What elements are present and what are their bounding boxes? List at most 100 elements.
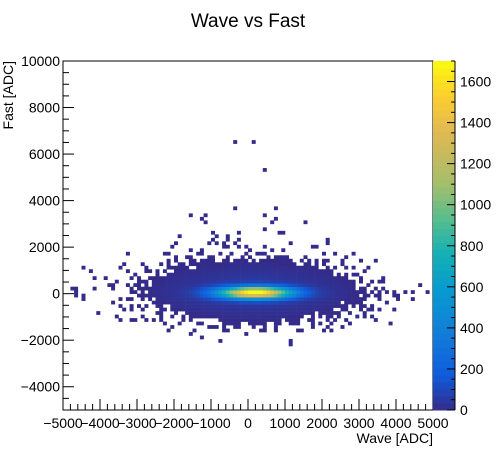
heatmap-cell bbox=[225, 283, 230, 287]
colorbar-band bbox=[433, 256, 455, 264]
heatmap-cell bbox=[325, 297, 330, 301]
heatmap-cell bbox=[177, 297, 182, 301]
heatmap-cell bbox=[70, 286, 75, 291]
heatmap-cell bbox=[259, 283, 264, 287]
heatmap-cell bbox=[225, 272, 230, 277]
heatmap-cell bbox=[244, 276, 249, 281]
heatmap-cell bbox=[166, 300, 171, 305]
heatmap-cell bbox=[140, 262, 145, 267]
heatmap-cell bbox=[162, 251, 167, 256]
heatmap-cell bbox=[270, 262, 275, 267]
heatmap-cell bbox=[262, 213, 267, 218]
heatmap-cell bbox=[314, 300, 319, 305]
heatmap-cell bbox=[322, 279, 326, 284]
colorbar-band bbox=[433, 200, 455, 209]
heatmap-cell bbox=[388, 321, 393, 326]
heatmap-cell bbox=[292, 300, 297, 305]
heatmap-cell bbox=[362, 297, 367, 301]
heatmap-cell bbox=[137, 283, 141, 287]
heatmap-cell bbox=[292, 318, 297, 322]
heatmap-cell bbox=[218, 293, 223, 298]
heatmap-cell bbox=[218, 311, 223, 315]
heatmap-cell bbox=[370, 314, 375, 319]
heatmap-cell bbox=[296, 272, 301, 277]
heatmap-cell bbox=[111, 283, 116, 287]
heatmap-cell bbox=[192, 286, 197, 291]
colorbar-tick-label: 800 bbox=[460, 238, 484, 254]
heatmap-cell bbox=[177, 279, 182, 284]
heatmap-cell bbox=[170, 279, 175, 284]
heatmap-cell bbox=[362, 311, 367, 315]
heatmap-cell bbox=[270, 248, 275, 253]
heatmap-cell bbox=[196, 262, 201, 267]
heatmap-cell bbox=[222, 290, 227, 294]
heatmap-cell bbox=[240, 255, 245, 260]
heatmap-cell bbox=[188, 304, 193, 308]
colorbar-band bbox=[433, 228, 455, 236]
heatmap-cell bbox=[251, 311, 256, 315]
heatmap-cell bbox=[262, 168, 267, 172]
heatmap-cell bbox=[222, 279, 227, 284]
heatmap-cell bbox=[240, 279, 245, 284]
heatmap-cell bbox=[196, 283, 201, 287]
heatmap-cell bbox=[211, 304, 215, 308]
heatmap-cell bbox=[225, 258, 230, 263]
heatmap-cell bbox=[262, 286, 267, 291]
heatmap-cell bbox=[292, 286, 297, 291]
heatmap-cell bbox=[214, 325, 219, 329]
colorbar-band bbox=[433, 361, 455, 369]
heatmap-cell bbox=[196, 286, 201, 291]
heatmap-cell bbox=[170, 300, 175, 305]
heatmap-cell bbox=[340, 276, 345, 281]
heatmap-cell bbox=[214, 234, 219, 239]
heatmap-cell bbox=[177, 283, 182, 287]
heatmap-cell bbox=[310, 293, 315, 298]
heatmap-cell bbox=[218, 262, 223, 267]
heatmap-cell bbox=[307, 297, 312, 301]
heatmap-cell bbox=[192, 304, 197, 308]
heatmap-cell bbox=[303, 290, 308, 294]
heatmap-cell bbox=[273, 314, 278, 319]
colorbar-band bbox=[433, 298, 455, 306]
heatmap-cell bbox=[366, 307, 371, 312]
heatmap-cell bbox=[262, 321, 267, 326]
heatmap-cell bbox=[203, 258, 208, 263]
heatmap-cell bbox=[244, 332, 249, 336]
heatmap-cell bbox=[81, 265, 86, 270]
heatmap-cell bbox=[262, 311, 267, 315]
heatmap-cell bbox=[155, 304, 160, 308]
heatmap-cell bbox=[262, 279, 267, 284]
heatmap-cell bbox=[218, 269, 223, 274]
heatmap-cell bbox=[225, 279, 230, 284]
heatmap-cell bbox=[225, 307, 230, 312]
heatmap-cell bbox=[347, 283, 352, 287]
heatmap-cell bbox=[196, 265, 201, 270]
heatmap-cell bbox=[318, 272, 323, 277]
heatmap-cell bbox=[236, 276, 241, 281]
heatmap-cell bbox=[207, 262, 212, 267]
heatmap-cell bbox=[229, 265, 234, 270]
heatmap-cell bbox=[322, 262, 326, 267]
heatmap-cell bbox=[170, 297, 175, 301]
heatmap-cell bbox=[248, 311, 252, 315]
heatmap-cell bbox=[151, 318, 156, 322]
heatmap-cell bbox=[262, 251, 267, 256]
heatmap-cell bbox=[159, 314, 164, 319]
heatmap-cell bbox=[244, 293, 249, 298]
colorbar-band bbox=[433, 347, 455, 355]
heatmap-cell bbox=[362, 314, 367, 319]
colorbar-band bbox=[433, 95, 455, 104]
heatmap-cell bbox=[281, 290, 286, 294]
heatmap-cell bbox=[214, 286, 219, 291]
heatmap-cell bbox=[188, 279, 193, 284]
heatmap-cell bbox=[225, 255, 230, 260]
heatmap-cell bbox=[262, 262, 267, 267]
heatmap-cell bbox=[262, 293, 267, 298]
heatmap-cell bbox=[236, 244, 241, 249]
heatmap-cell bbox=[314, 258, 319, 263]
heatmap-cell bbox=[185, 307, 190, 312]
heatmap-cell bbox=[259, 297, 264, 301]
heatmap-cell bbox=[359, 290, 363, 294]
heatmap-cell bbox=[222, 297, 227, 301]
heatmap-cell bbox=[122, 307, 127, 312]
